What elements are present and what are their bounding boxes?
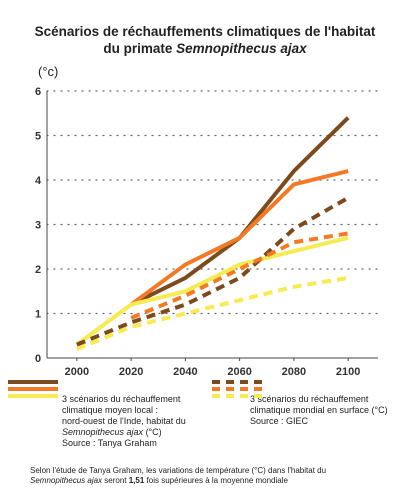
series-line [129, 169, 349, 307]
x-tick-label: 2080 [282, 366, 306, 378]
x-tick-label: 2040 [173, 366, 197, 378]
footnote-part: fois supérieures à la moyenne mondiale [144, 476, 288, 485]
footnote-part: 1,51 [129, 476, 145, 485]
legend: 3 scénarios du réchauffement climatique … [62, 394, 388, 448]
series-line [130, 231, 349, 320]
y-axis-label: (°c) [38, 64, 58, 79]
x-tick-label: 2020 [119, 366, 143, 378]
legend-part: (°C) [143, 427, 162, 437]
y-tick-label: 0 [35, 353, 41, 365]
series-line [76, 275, 349, 351]
footnote-part: seront [102, 476, 129, 485]
y-tick-label: 2 [35, 264, 41, 276]
title-part: du primate [103, 41, 176, 56]
legend-text: 3 scénarios du réchauffement [62, 394, 181, 404]
y-tick-label: 3 [35, 220, 41, 232]
title-part: Semnopithecus ajax [176, 41, 307, 56]
plot: 0 1 2 3 4 5 6 2000 2020 2040 2060 2080 2100 [35, 86, 379, 378]
legend-part: Semnopithecus ajax [62, 427, 144, 437]
x-tick-label: 2100 [336, 366, 360, 378]
chart-title: Scénarios de réchauffements climatiques … [35, 24, 376, 39]
legend-text: Semnopithecus ajax (°C) [62, 427, 162, 437]
series-line [75, 235, 349, 347]
y-tick-label: 5 [35, 131, 41, 143]
x-tick-label: 2000 [65, 366, 89, 378]
legend-text: Source : Tanya Graham [62, 438, 157, 448]
y-tick-label: 4 [35, 175, 42, 187]
legend-text: Source : GIEC [250, 416, 309, 426]
chart-title: du primate Semnopithecus ajax [103, 41, 307, 56]
y-tick-label: 6 [35, 86, 41, 98]
legend-text: 3 scénarios du réchauffement [250, 394, 369, 404]
series-line [76, 196, 350, 347]
legend-text: nord-ouest de l'Inde, habitat du [62, 416, 186, 426]
footnote: Semnopithecus ajax seront 1,51 fois supé… [30, 476, 289, 485]
footnote: Selon l'étude de Tanya Graham, les varia… [30, 466, 326, 475]
legend-text: climatique mondial en surface (°C) [250, 405, 388, 415]
y-tick-label: 1 [35, 309, 41, 321]
x-tick-label: 2060 [227, 366, 251, 378]
legend-text: climatique moyen local : [62, 405, 158, 415]
series-line [130, 116, 350, 307]
footnote-part: Semnopithecus ajax [30, 476, 103, 485]
